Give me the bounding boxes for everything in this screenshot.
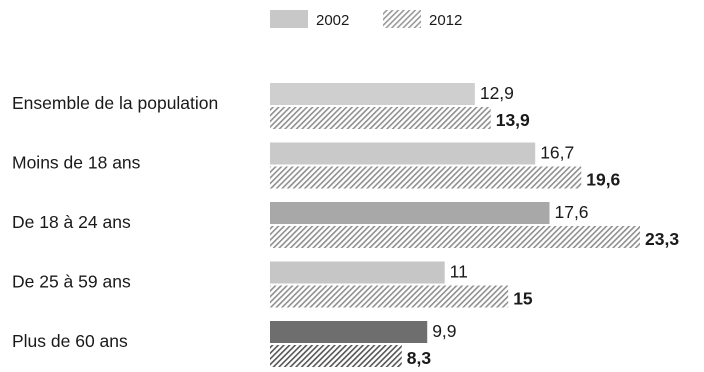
- category-label: De 18 à 24 ans: [12, 212, 131, 232]
- legend-label-2012: 2012: [429, 12, 462, 29]
- bar-2002: [270, 202, 550, 224]
- data-label-2012: 19,6: [586, 170, 620, 190]
- category-label: Moins de 18 ans: [12, 153, 141, 173]
- data-label-2002: 12,9: [480, 83, 514, 103]
- data-label-2002: 11: [450, 262, 468, 282]
- bar-2012: [270, 285, 509, 308]
- data-label-2012: 15: [513, 289, 533, 309]
- legend-swatch-2012: [383, 10, 421, 28]
- plot-area: Ensemble de la population 12,9 13,9 Moins d…: [12, 83, 679, 368]
- category-label: Ensemble de la population: [12, 93, 218, 113]
- category-label: De 25 à 59 ans: [12, 272, 131, 292]
- bar-2002: [270, 83, 475, 105]
- data-label-2002: 17,6: [554, 202, 588, 222]
- legend-label-2002: 2002: [316, 12, 349, 29]
- bar-2012: [270, 345, 402, 367]
- category-label: Plus de 60 ans: [12, 331, 128, 351]
- data-label-2012: 13,9: [496, 110, 530, 130]
- data-label-2002: 16,7: [540, 143, 574, 163]
- bar-2002: [270, 261, 445, 284]
- bar-2002: [270, 321, 428, 343]
- bar-2012: [270, 107, 491, 129]
- bar-2002: [270, 142, 536, 165]
- data-label-2012: 23,3: [645, 229, 679, 249]
- legend-swatch-2002: [270, 10, 308, 28]
- data-label-2012: 8,3: [407, 348, 432, 368]
- bar-2012: [270, 166, 582, 189]
- bar-2012: [270, 226, 640, 248]
- legend: 2002 2012: [270, 10, 462, 29]
- data-label-2002: 9,9: [432, 321, 456, 341]
